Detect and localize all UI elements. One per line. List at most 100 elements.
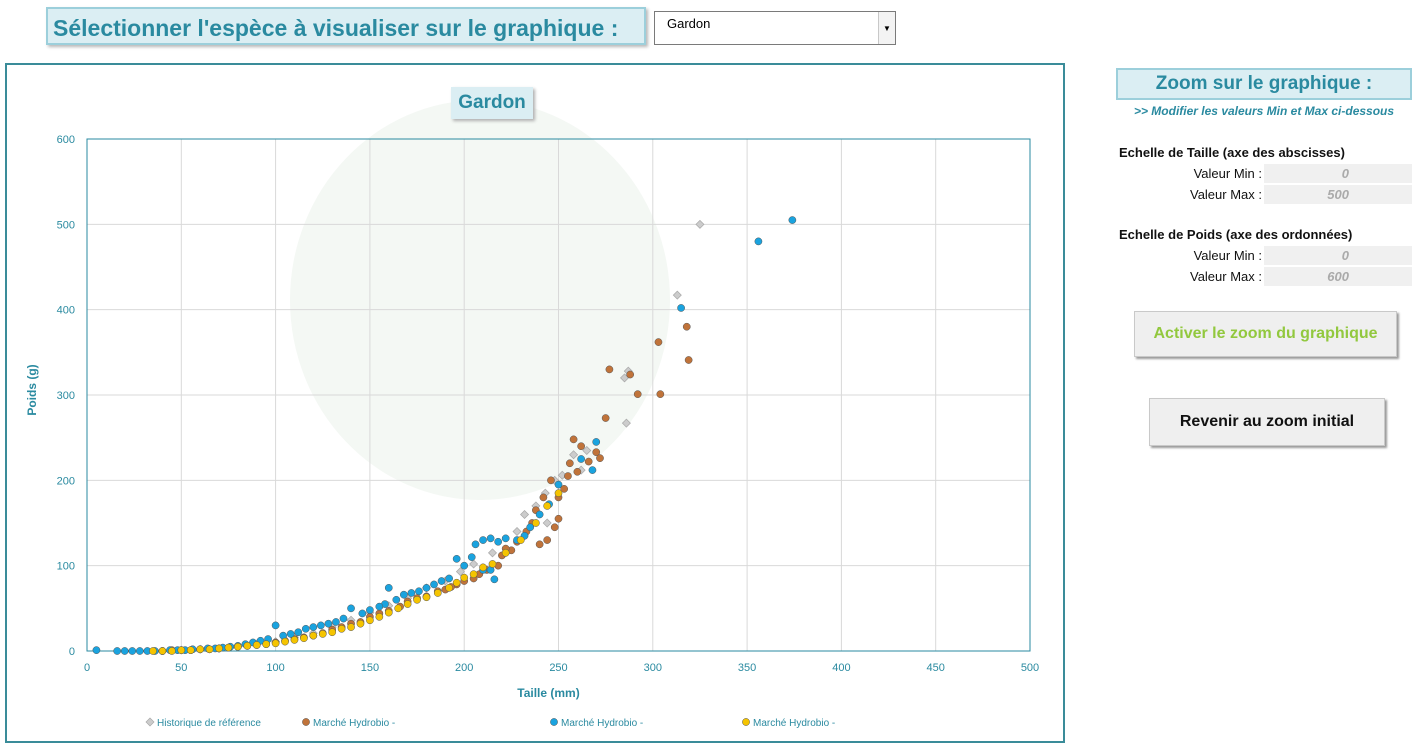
- data-point-series-1: [564, 472, 572, 480]
- data-point-series-1: [684, 356, 693, 364]
- x-tick-label: 400: [832, 662, 850, 674]
- data-point-series-1: [547, 476, 555, 485]
- legend-label: Marché Hydrobio -: [753, 718, 835, 729]
- watermark-shape: [290, 100, 670, 500]
- legend-marker: [302, 718, 310, 726]
- data-point-series-3: [205, 645, 214, 654]
- data-point-series-2: [113, 647, 122, 655]
- data-point-series-2: [309, 623, 318, 631]
- data-point-series-2: [754, 237, 763, 246]
- data-point-series-2: [392, 595, 401, 604]
- data-point-series-2: [471, 540, 480, 549]
- data-point-series-2: [375, 602, 384, 611]
- y-min-label: Valeur Min :: [1193, 248, 1262, 263]
- x-axis-label: Taille (mm): [517, 686, 579, 700]
- y-max-label: Valeur Max :: [1189, 269, 1262, 284]
- y-tick-label: 500: [57, 219, 75, 231]
- data-point-series-3: [384, 608, 393, 617]
- x-tick-label: 100: [266, 662, 284, 674]
- y-tick-label: 200: [57, 475, 75, 487]
- y-min-input[interactable]: 0: [1264, 246, 1412, 265]
- data-point-series-3: [309, 631, 318, 640]
- data-point-series-1: [584, 457, 593, 466]
- y-tick-label: 300: [57, 390, 75, 402]
- x-min-label: Valeur Min :: [1193, 166, 1262, 181]
- data-point-reference: [695, 219, 705, 229]
- data-point-series-1: [596, 454, 604, 462]
- data-point-series-3: [394, 604, 403, 613]
- data-point-series-3: [281, 637, 289, 646]
- data-point-series-3: [168, 647, 176, 655]
- activate-zoom-button[interactable]: Activer le zoom du graphique: [1134, 311, 1397, 357]
- data-point-series-1: [601, 414, 610, 422]
- data-point-series-2: [577, 455, 585, 463]
- y-tick-label: 600: [57, 134, 75, 146]
- x-tick-label: 200: [455, 662, 473, 674]
- data-point-series-3: [501, 549, 510, 557]
- zoom-title: Zoom sur le graphique :: [1116, 68, 1412, 100]
- data-point-series-2: [430, 580, 438, 589]
- species-select-title: Sélectionner l'espèce à visualiser sur l…: [46, 7, 646, 45]
- data-point-series-1: [682, 322, 691, 331]
- data-point-series-3: [347, 623, 355, 631]
- data-point-series-3: [469, 570, 478, 579]
- data-point-reference: [487, 548, 497, 558]
- data-point-series-3: [215, 644, 223, 653]
- reset-zoom-button[interactable]: Revenir au zoom initial: [1149, 398, 1385, 446]
- species-select-value: Gardon: [667, 16, 711, 31]
- data-point-reference: [469, 559, 479, 569]
- data-point-series-3: [532, 519, 540, 527]
- data-point-series-3: [224, 643, 233, 652]
- data-point-series-3: [186, 646, 195, 654]
- data-point-series-1: [535, 540, 544, 549]
- x-tick-label: 250: [549, 662, 567, 674]
- data-point-series-2: [486, 534, 495, 543]
- data-point-series-2: [135, 647, 144, 655]
- data-point-series-3: [366, 616, 374, 625]
- data-point-series-2: [415, 587, 423, 596]
- data-point-series-2: [535, 510, 544, 519]
- data-point-reference: [512, 527, 522, 537]
- x-tick-label: 450: [927, 662, 945, 674]
- data-point-series-1: [560, 485, 569, 493]
- zoom-subtitle: >> Modifier les valeurs Min et Max ci-de…: [1133, 104, 1395, 118]
- data-point-reference: [542, 518, 552, 528]
- data-point-series-2: [422, 584, 431, 592]
- chevron-down-icon[interactable]: ▼: [878, 12, 895, 44]
- data-point-series-3: [318, 630, 327, 638]
- data-point-series-3: [262, 640, 271, 649]
- legend-marker: [550, 718, 558, 726]
- data-point-reference: [520, 509, 530, 519]
- x-min-input[interactable]: 0: [1264, 164, 1412, 183]
- data-point-series-2: [286, 630, 295, 638]
- data-point-series-3: [290, 636, 299, 644]
- x-tick-label: 150: [361, 662, 379, 674]
- data-point-series-1: [577, 442, 585, 451]
- data-point-series-3: [452, 578, 461, 587]
- species-select[interactable]: Gardon ▼: [654, 11, 896, 45]
- data-point-series-2: [317, 621, 325, 630]
- data-point-series-1: [605, 365, 614, 374]
- legend-marker: [145, 717, 155, 727]
- x-max-input[interactable]: 500: [1264, 185, 1412, 204]
- data-point-series-2: [347, 604, 355, 613]
- plot-area: [86, 138, 1031, 652]
- data-point-series-2: [128, 647, 137, 655]
- data-point-series-1: [565, 459, 574, 468]
- data-point-series-2: [467, 553, 476, 561]
- data-point-series-2: [479, 536, 487, 544]
- data-point-series-2: [490, 575, 499, 584]
- data-point-series-3: [271, 639, 280, 648]
- data-point-reference: [569, 450, 579, 460]
- x-tick-label: 0: [84, 662, 90, 674]
- data-point-reference: [621, 418, 631, 428]
- y-max-input[interactable]: 600: [1264, 267, 1412, 286]
- data-point-series-3: [252, 641, 261, 649]
- data-point-series-3: [243, 642, 252, 650]
- data-point-series-2: [526, 523, 535, 532]
- data-point-series-2: [788, 216, 797, 224]
- data-point-series-3: [516, 536, 525, 544]
- data-point-series-2: [92, 646, 101, 654]
- data-point-series-3: [328, 628, 337, 637]
